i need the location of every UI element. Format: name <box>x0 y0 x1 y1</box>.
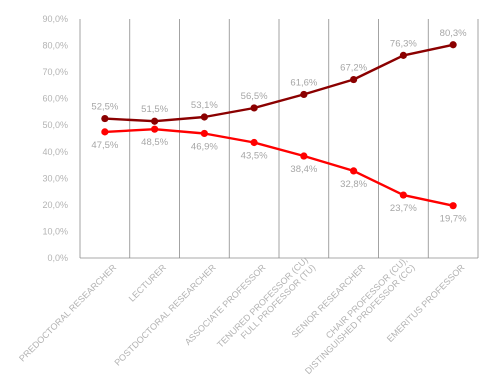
data-label: 61,6% <box>290 77 317 88</box>
data-label: 67,2% <box>340 63 367 74</box>
data-label: 47,5% <box>91 140 118 151</box>
data-label: 43,5% <box>241 150 268 161</box>
y-tick-label: 20,0% <box>42 200 68 210</box>
data-point <box>200 129 208 138</box>
data-point <box>101 114 109 123</box>
category-dividers <box>79 19 479 258</box>
data-point <box>101 128 109 136</box>
data-label: 19,7% <box>440 214 467 225</box>
data-label: 32,8% <box>340 179 367 190</box>
data-label: 52,5% <box>91 102 118 113</box>
series-line-1 <box>103 43 455 123</box>
data-label: 48,5% <box>141 137 168 148</box>
x-category-label: LECTURER <box>127 262 169 304</box>
y-tick-label: 40,0% <box>42 147 68 157</box>
data-label: 23,7% <box>390 203 417 214</box>
series-points <box>101 41 457 210</box>
y-tick-label: 0,0% <box>47 253 68 263</box>
y-tick-label: 60,0% <box>42 94 68 104</box>
y-tick-label: 30,0% <box>42 173 68 183</box>
data-label: 38,4% <box>290 164 317 175</box>
x-category-label: POSTDOCTORAL RESEARCHER <box>112 262 218 368</box>
data-point <box>350 167 358 175</box>
y-tick-label: 70,0% <box>42 67 68 77</box>
data-point <box>300 90 308 99</box>
y-tick-label: 50,0% <box>42 120 68 130</box>
series-lines <box>103 43 455 207</box>
data-point <box>250 138 258 147</box>
data-point <box>250 104 258 112</box>
x-axis-category-labels: PREDOCTORAL RESEARCHER LECTURERPOSTDOCTOR… <box>17 255 467 376</box>
y-tick-label: 90,0% <box>42 14 68 24</box>
data-point <box>449 202 457 210</box>
series-line-2 <box>103 127 455 207</box>
data-point <box>399 191 407 199</box>
x-category-label: PREDOCTORAL RESEARCHER <box>17 262 118 363</box>
data-point <box>151 117 159 125</box>
data-point <box>200 113 208 121</box>
data-label: 56,5% <box>241 91 268 102</box>
data-point <box>300 152 308 160</box>
data-label: 76,3% <box>390 38 417 49</box>
data-label: 51,5% <box>141 104 168 115</box>
y-tick-label: 80,0% <box>42 41 68 51</box>
data-label: 46,9% <box>191 141 218 152</box>
y-axis-ticks: 0,0% 10,0% 20,0% 30,0% 40,0% 50,0% 60,0% 70,0% 8… <box>42 14 68 263</box>
data-labels: 52,5% 51,5% 53,1% 56,5% 61,6% 67,2% 76,3% 80,3%… <box>91 28 467 225</box>
data-label: 80,3% <box>440 28 467 39</box>
data-point <box>350 75 358 84</box>
data-point <box>151 125 159 133</box>
data-point <box>399 51 407 59</box>
y-tick-label: 10,0% <box>42 226 68 236</box>
data-label: 53,1% <box>191 100 218 111</box>
data-point <box>449 41 457 49</box>
